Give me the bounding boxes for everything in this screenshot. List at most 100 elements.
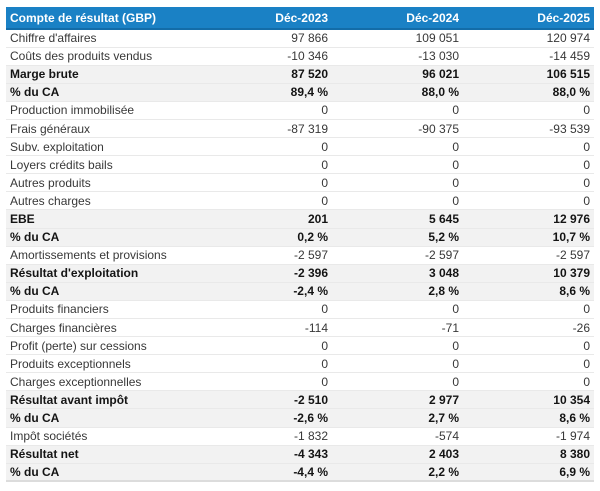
table-row: Production immobilisée 0 0 0: [6, 101, 594, 120]
column-header-dec-2024: Déc-2024: [332, 7, 463, 30]
row-value: 0: [583, 193, 590, 208]
row-value: 0: [583, 338, 590, 353]
row-value: 2 977: [428, 392, 459, 407]
table-body: Chiffre d'affaires 97 866 109 051 120 974 Co…: [6, 29, 594, 482]
table-row: Loyers crédits bails 0 0 0: [6, 156, 594, 174]
row-value: 0: [583, 356, 590, 371]
row-value: 10,7 %: [552, 230, 590, 245]
row-value: 8,6 %: [559, 411, 590, 426]
row-value: -2,6 %: [293, 411, 328, 426]
table-row: Subv. exploitation 0 0 0: [6, 138, 594, 156]
row-value: -87 319: [287, 121, 328, 136]
row-label: Charges financières: [10, 320, 117, 335]
row-value: 0: [452, 338, 459, 353]
row-value: -2 510: [293, 392, 328, 407]
table-row: Profit (perte) sur cessions 0 0 0: [6, 337, 594, 355]
row-value: 97 866: [291, 31, 328, 46]
row-value: 88,0 %: [552, 85, 590, 100]
row-value: 12 976: [553, 211, 590, 226]
table-row: % du CA 0,2 % 5,2 % 10,7 %: [6, 228, 594, 247]
row-value: 120 974: [546, 31, 590, 46]
row-label: % du CA: [10, 85, 60, 100]
row-label: Produits exceptionnels: [10, 356, 131, 371]
row-value: -2,4 %: [293, 284, 328, 299]
row-value: 0: [452, 302, 459, 317]
row-label: Résultat d'exploitation: [10, 266, 139, 281]
row-value: 2 403: [428, 447, 459, 462]
table-row: Chiffre d'affaires 97 866 109 051 120 974: [6, 29, 594, 48]
row-value: 109 051: [415, 31, 459, 46]
row-value: 0: [321, 193, 328, 208]
table-header-row: Compte de résultat (GBP) Déc-2023 Déc-20…: [6, 7, 594, 30]
row-label: Produits financiers: [10, 302, 109, 317]
table-row: Produits financiers 0 0 0: [6, 300, 594, 319]
row-value: -2 396: [293, 266, 328, 281]
row-value: 0: [583, 175, 590, 190]
row-value: 0: [583, 374, 590, 389]
column-header-dec-2025: Déc-2025: [463, 7, 594, 30]
table-row: EBE 201 5 645 12 976: [6, 209, 594, 229]
table-row: Frais généraux -87 319 -90 375 -93 539: [6, 119, 594, 138]
row-label: Autres produits: [10, 175, 91, 190]
row-value: 0: [583, 139, 590, 154]
row-value: -90 375: [418, 121, 459, 136]
row-label: Chiffre d'affaires: [10, 31, 97, 46]
row-value: 0: [452, 139, 459, 154]
row-value: 0: [452, 103, 459, 118]
table-title: Compte de résultat (GBP): [6, 7, 201, 30]
row-value: 3 048: [428, 266, 459, 281]
table-row: Résultat d'exploitation -2 396 3 048 10 379: [6, 264, 594, 283]
row-label: Autres charges: [10, 193, 91, 208]
row-value: 5 645: [428, 211, 459, 226]
row-value: 0: [452, 157, 459, 172]
row-label: Loyers crédits bails: [10, 157, 113, 172]
row-label: Résultat avant impôt: [10, 392, 129, 407]
row-label: Frais généraux: [10, 121, 91, 136]
row-value: -2 597: [555, 248, 590, 263]
column-header-dec-2023: Déc-2023: [201, 7, 332, 30]
row-value: -13 030: [418, 49, 459, 64]
row-value: 10 354: [553, 392, 590, 407]
table-row: % du CA -4,4 % 2,2 % 6,9 %: [6, 463, 594, 482]
row-value: 0: [452, 175, 459, 190]
row-value: 0: [321, 175, 328, 190]
row-value: -93 539: [549, 121, 590, 136]
row-value: 0: [452, 356, 459, 371]
table-row: Autres produits 0 0 0: [6, 174, 594, 192]
row-label: Charges exceptionnelles: [10, 374, 142, 389]
row-value: -4 343: [293, 447, 328, 462]
row-value: -2 597: [293, 248, 328, 263]
row-label: Amortissements et provisions: [10, 248, 167, 263]
table-row: Marge brute 87 520 96 021 106 515: [6, 65, 594, 84]
row-label: % du CA: [10, 411, 60, 426]
row-value: 0: [321, 157, 328, 172]
table-row: Impôt sociétés -1 832 -574 -1 974: [6, 427, 594, 446]
row-label: Coûts des produits vendus: [10, 49, 153, 64]
row-label: % du CA: [10, 284, 60, 299]
row-value: 0: [321, 139, 328, 154]
row-value: -114: [304, 320, 328, 335]
row-value: -14 459: [549, 49, 590, 64]
row-value: 0: [583, 157, 590, 172]
table-row: Produits exceptionnels 0 0 0: [6, 355, 594, 373]
row-value: 201: [307, 211, 328, 226]
income-statement-table: Compte de résultat (GBP) Déc-2023 Déc-20…: [6, 7, 594, 483]
row-value: 0: [321, 338, 328, 353]
row-value: 0: [452, 374, 459, 389]
row-value: -10 346: [287, 49, 328, 64]
row-label: Subv. exploitation: [10, 139, 104, 154]
row-value: -574: [434, 429, 459, 444]
row-value: -4,4 %: [293, 465, 328, 480]
row-value: 0: [583, 103, 590, 118]
row-value: 87 520: [291, 67, 328, 82]
row-label: EBE: [10, 211, 35, 226]
row-label: Production immobilisée: [10, 103, 135, 118]
row-value: 0: [452, 193, 459, 208]
row-value: 96 021: [422, 67, 459, 82]
table-row: % du CA 89,4 % 88,0 % 88,0 %: [6, 83, 594, 102]
table-row: % du CA -2,4 % 2,8 % 8,6 %: [6, 282, 594, 301]
table-row: Charges exceptionnelles 0 0 0: [6, 373, 594, 391]
row-value: 5,2 %: [428, 230, 459, 245]
row-value: 88,0 %: [421, 85, 459, 100]
